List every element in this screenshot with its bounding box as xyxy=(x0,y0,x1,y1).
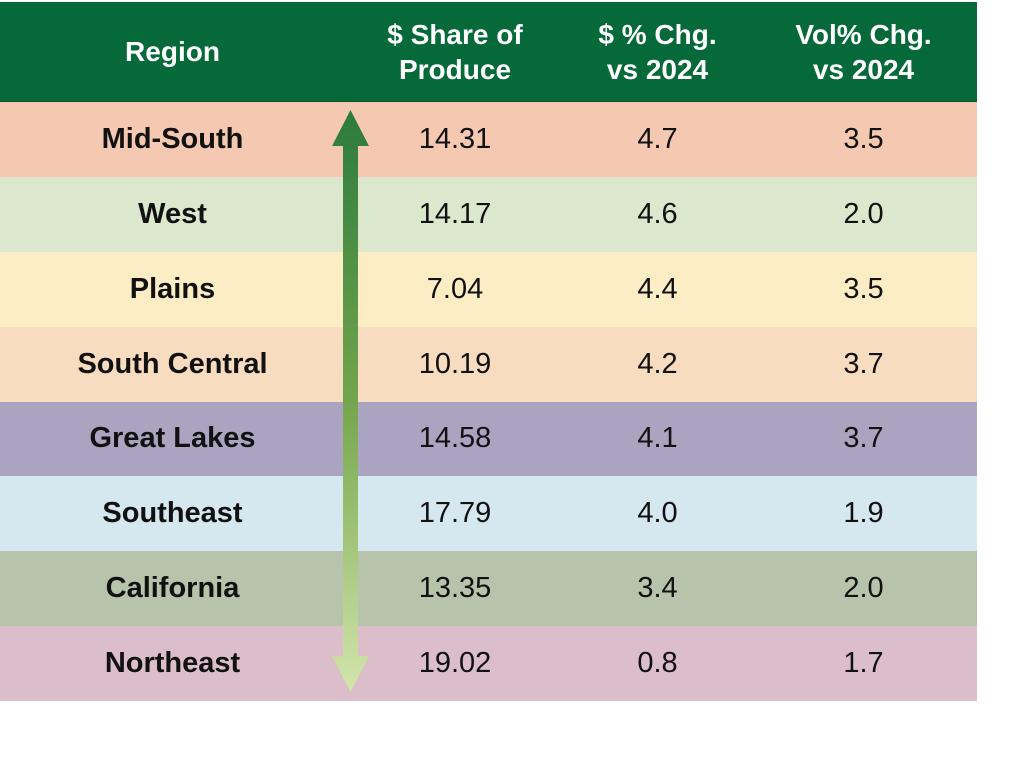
vol-chg-value: 3.5 xyxy=(843,122,884,155)
share-value: 17.79 xyxy=(418,497,492,530)
column-header-vol-chg: Vol% Chg. vs 2024 xyxy=(750,17,977,87)
vol-chg-value: 3.7 xyxy=(843,422,884,455)
region-name: Plains xyxy=(129,272,216,305)
column-header-label: vs 2024 xyxy=(812,53,915,85)
vol-chg-value: 1.7 xyxy=(843,647,884,680)
vol-chg-value: 2.0 xyxy=(843,197,884,230)
column-header-share: $ Share of Produce xyxy=(345,17,565,87)
region-name: Northeast xyxy=(104,647,241,680)
table-row: West 14.17 4.6 2.0 xyxy=(0,176,977,252)
region-name: Great Lakes xyxy=(89,422,256,455)
dollar-chg-value: 4.6 xyxy=(637,197,678,230)
column-header-label: $ Share of xyxy=(387,18,523,50)
column-header-dollar-chg: $ % Chg. vs 2024 xyxy=(565,17,750,87)
region-name: West xyxy=(138,197,207,230)
dollar-chg-value: 3.4 xyxy=(637,572,678,605)
table-row: California 13.35 3.4 2.0 xyxy=(0,551,977,627)
table-row: Great Lakes 14.58 4.1 3.7 xyxy=(0,401,977,477)
column-header-label: $ % Chg. xyxy=(598,18,717,50)
share-value: 14.31 xyxy=(418,122,492,155)
share-value: 13.35 xyxy=(418,572,492,605)
regional-produce-table: Region $ Share of Produce $ % Chg. vs 20… xyxy=(0,2,977,701)
dollar-chg-value: 4.4 xyxy=(637,272,678,305)
vol-chg-value: 2.0 xyxy=(843,572,884,605)
dollar-chg-value: 4.0 xyxy=(637,497,678,530)
table-row: Southeast 17.79 4.0 1.9 xyxy=(0,476,977,552)
region-name: California xyxy=(105,572,240,605)
table-row: Mid-South 14.31 4.7 3.5 xyxy=(0,102,977,177)
column-header-label: vs 2024 xyxy=(606,53,709,85)
dollar-chg-value: 4.7 xyxy=(637,122,678,155)
table-row: Northeast 19.02 0.8 1.7 xyxy=(0,626,977,701)
column-header-label: Vol% Chg. xyxy=(795,18,932,50)
table-header-row: Region $ Share of Produce $ % Chg. vs 20… xyxy=(0,2,977,102)
region-name: Mid-South xyxy=(101,122,244,155)
vol-chg-value: 1.9 xyxy=(843,497,884,530)
table-row: Plains 7.04 4.4 3.5 xyxy=(0,251,977,327)
share-value: 10.19 xyxy=(418,347,492,380)
share-value: 14.17 xyxy=(418,197,492,230)
vol-chg-value: 3.5 xyxy=(843,272,884,305)
dollar-chg-value: 4.2 xyxy=(637,347,678,380)
column-header-label: Produce xyxy=(398,53,512,85)
region-name: Southeast xyxy=(102,497,243,530)
dollar-chg-value: 0.8 xyxy=(637,647,678,680)
share-value: 19.02 xyxy=(418,647,492,680)
column-header-region: Region xyxy=(0,34,345,69)
share-value: 7.04 xyxy=(426,272,484,305)
dollar-chg-value: 4.1 xyxy=(637,422,678,455)
region-name: South Central xyxy=(77,347,268,380)
share-value: 14.58 xyxy=(418,422,492,455)
table-row: South Central 10.19 4.2 3.7 xyxy=(0,326,977,402)
vol-chg-value: 3.7 xyxy=(843,347,884,380)
column-header-label: Region xyxy=(125,36,220,67)
